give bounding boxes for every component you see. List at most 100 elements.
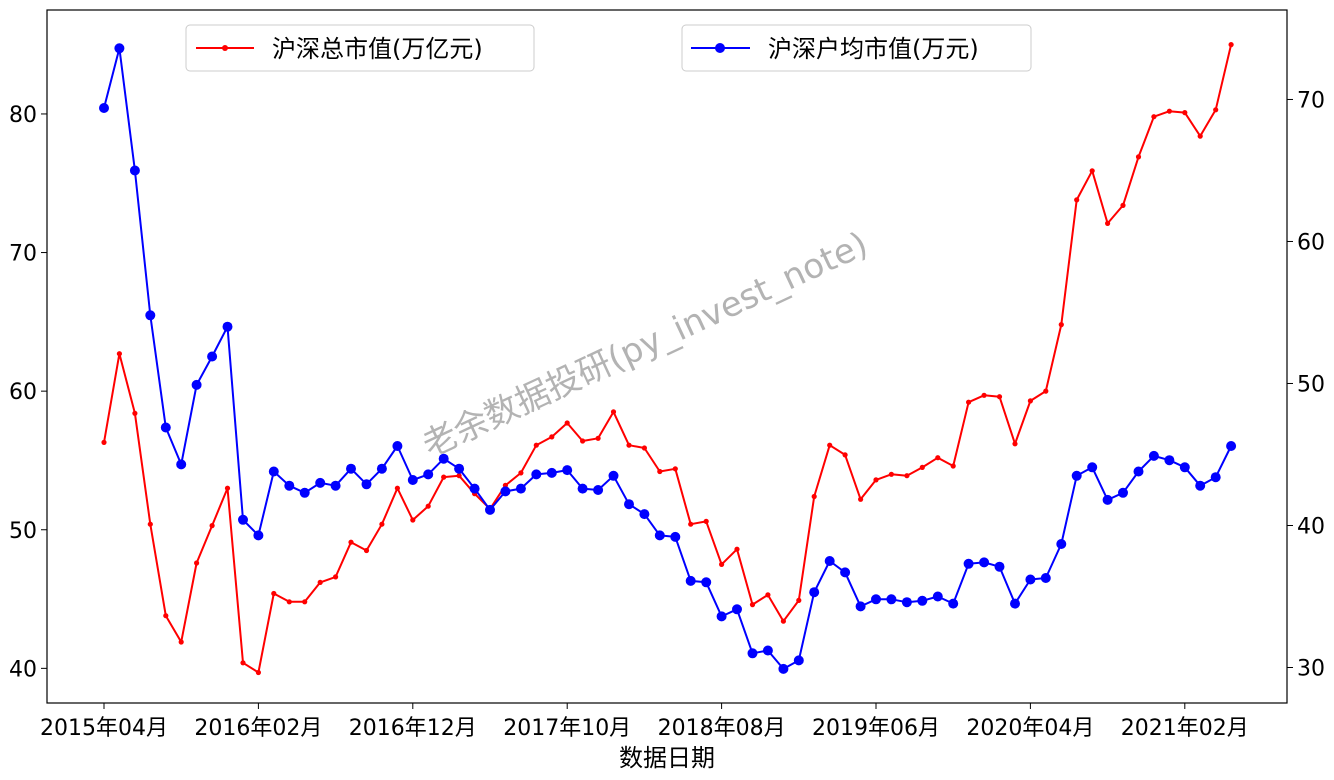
series-1-point bbox=[966, 399, 972, 405]
series-layer bbox=[99, 42, 1237, 676]
series-2-point bbox=[624, 499, 634, 510]
series-1-point bbox=[163, 613, 169, 619]
series-2-point bbox=[299, 487, 310, 498]
left-tick-label: 40 bbox=[9, 657, 37, 682]
series-1-point bbox=[317, 579, 323, 586]
series-2-point bbox=[1102, 494, 1113, 505]
series-1-point bbox=[780, 618, 787, 624]
x-tick-label: 2020年04月 bbox=[966, 716, 1094, 741]
series-2-point bbox=[330, 480, 341, 491]
series-1-point bbox=[1135, 154, 1142, 160]
series-1-point bbox=[734, 546, 740, 552]
series-2-point bbox=[191, 379, 202, 390]
series-2-point bbox=[500, 486, 511, 497]
legend-label: 沪深户均市值(万元) bbox=[768, 35, 979, 63]
left-tick-label: 80 bbox=[9, 103, 37, 128]
x-tick-label: 2018年08月 bbox=[658, 716, 786, 741]
series-1-point bbox=[379, 521, 385, 527]
series-2-point bbox=[840, 567, 851, 578]
series-2-point bbox=[1164, 455, 1175, 466]
right-y-axis: 30 40 50 60 70 bbox=[1287, 88, 1325, 681]
series-1-point bbox=[302, 599, 308, 605]
series-1-point bbox=[333, 574, 339, 580]
series-2-point bbox=[531, 469, 542, 480]
series-2-point bbox=[1040, 573, 1051, 583]
series-2-point bbox=[99, 103, 109, 113]
series-2-point bbox=[1226, 441, 1237, 451]
series-1-point bbox=[811, 493, 817, 500]
series-2-point bbox=[670, 531, 681, 542]
series-2-point bbox=[160, 422, 171, 433]
series-1-point bbox=[1151, 114, 1157, 120]
series-1-point bbox=[456, 473, 462, 479]
series-2-point bbox=[901, 597, 912, 608]
series-2-point bbox=[454, 463, 465, 474]
series-1-point bbox=[842, 452, 848, 458]
series-2-point bbox=[361, 479, 372, 490]
series-1-point bbox=[827, 442, 833, 448]
series-2-point bbox=[1118, 487, 1128, 498]
series-1-point bbox=[1197, 133, 1203, 139]
series-1-point bbox=[101, 439, 107, 445]
series-2-point bbox=[917, 595, 928, 606]
series-2-point bbox=[809, 587, 820, 598]
series-1-point bbox=[1074, 197, 1080, 203]
series-2-point bbox=[639, 509, 650, 520]
series-1-point bbox=[348, 539, 354, 545]
left-tick-label: 70 bbox=[9, 242, 37, 267]
right-tick-label: 50 bbox=[1297, 372, 1325, 397]
series-2-point bbox=[1210, 472, 1221, 483]
series-1-point bbox=[394, 485, 400, 491]
series-1-point bbox=[178, 639, 184, 645]
series-2-point bbox=[515, 483, 526, 494]
series-1-point bbox=[719, 561, 725, 568]
series-1-point bbox=[749, 602, 756, 608]
series-2-point bbox=[469, 483, 480, 494]
series-1-point bbox=[1213, 107, 1219, 113]
series-1-point bbox=[1105, 220, 1111, 226]
series-1-point bbox=[796, 597, 802, 604]
series-2-point bbox=[376, 463, 387, 474]
series-2-point bbox=[886, 594, 897, 605]
series-1-point bbox=[132, 410, 138, 416]
right-tick-label: 30 bbox=[1297, 656, 1325, 681]
series-2-point bbox=[932, 591, 943, 602]
series-2-point bbox=[392, 441, 403, 451]
series-1-point bbox=[1120, 202, 1126, 208]
series-2-point bbox=[145, 310, 156, 321]
series-1-point bbox=[518, 470, 524, 476]
series-2-point bbox=[1010, 598, 1020, 609]
series-1-point bbox=[1043, 388, 1049, 394]
series-2-point bbox=[238, 514, 248, 525]
series-1-point bbox=[363, 547, 370, 554]
series-1-point bbox=[194, 560, 200, 566]
series-1-point bbox=[533, 442, 539, 448]
left-tick-label: 50 bbox=[9, 519, 37, 544]
legend-total-market-cap: 沪深总市值(万亿元) bbox=[185, 24, 535, 72]
series-2-point bbox=[1133, 466, 1144, 477]
series-1-point bbox=[410, 517, 416, 523]
series-1-point bbox=[858, 496, 864, 502]
legend-avg-market-cap: 沪深户均市值(万元) bbox=[681, 24, 1032, 72]
series-2-point bbox=[732, 604, 742, 615]
series-1-point bbox=[1228, 42, 1234, 48]
right-tick-label: 40 bbox=[1297, 514, 1325, 539]
series-2-point bbox=[793, 655, 804, 666]
series-2-point bbox=[284, 480, 295, 491]
series-1-point bbox=[209, 523, 215, 529]
series-2-point bbox=[253, 530, 264, 541]
series-2-point bbox=[114, 43, 125, 54]
series-1-point bbox=[950, 463, 956, 469]
series-1-point bbox=[888, 471, 895, 477]
legend-dot-marker bbox=[715, 43, 725, 53]
series-1-point bbox=[657, 468, 663, 475]
series-2-point bbox=[407, 475, 418, 485]
series-1-point bbox=[116, 351, 122, 357]
x-tick-label: 2016年02月 bbox=[194, 716, 322, 741]
series-2-point bbox=[423, 469, 434, 480]
series-2-point bbox=[346, 463, 356, 474]
series-2-point bbox=[654, 530, 665, 541]
plot-frame bbox=[46, 9, 1288, 704]
series-2-point bbox=[963, 558, 974, 569]
series-2-point bbox=[129, 165, 140, 176]
